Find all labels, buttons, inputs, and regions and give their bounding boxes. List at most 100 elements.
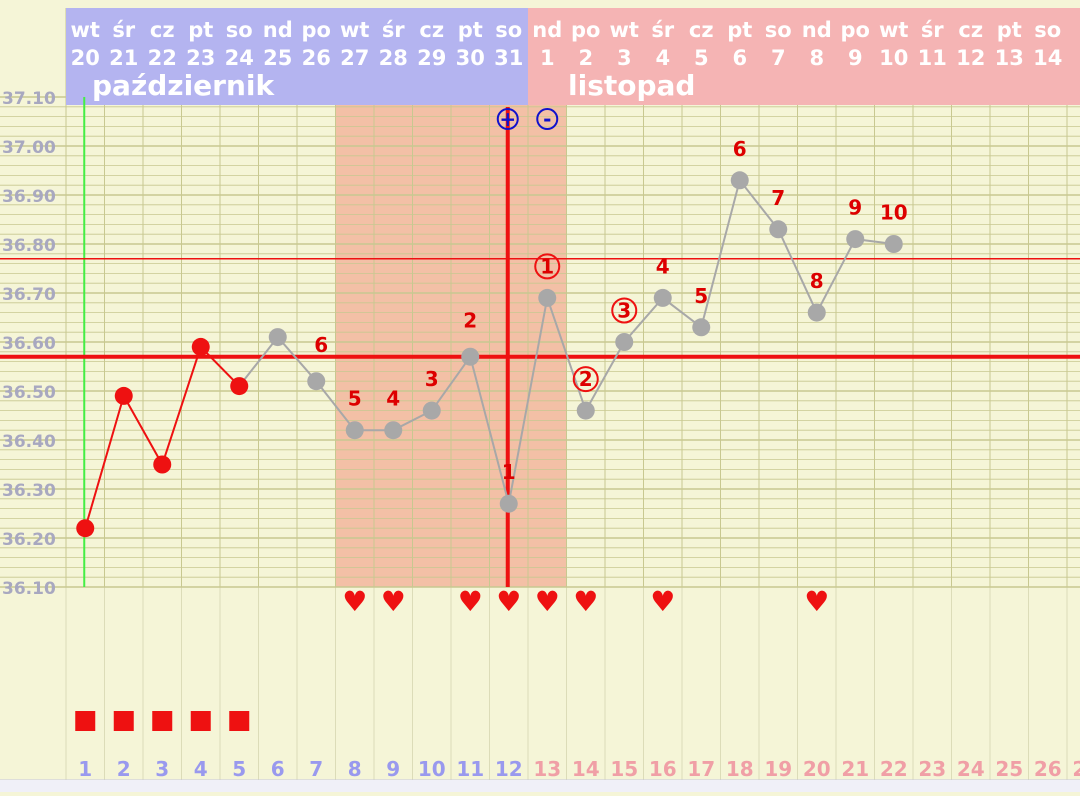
pregnancy-test-symbol: +	[499, 107, 516, 131]
header-date: 13	[995, 46, 1024, 70]
cycle-day-number: 20	[803, 757, 831, 781]
cycle-day-number: 12	[495, 757, 523, 781]
temp-point-gray	[807, 303, 826, 322]
header-weekday: cz	[689, 18, 714, 42]
header-weekday: pt	[188, 18, 213, 42]
cycle-day-number: 1	[78, 757, 92, 781]
intercourse-heart-icon: ♥	[496, 585, 521, 618]
pregnancy-test-circle	[536, 108, 559, 130]
header-weekday: pt	[727, 18, 752, 42]
temp-point-gray	[345, 421, 364, 440]
header-weekday: śr	[112, 18, 135, 42]
header-date: 10	[879, 46, 908, 70]
intercourse-heart-icon: ♥	[535, 585, 560, 618]
header-weekday: pt	[458, 18, 483, 42]
point-label: 9	[848, 196, 862, 220]
header-weekday: śr	[651, 18, 674, 42]
cycle-day-number: 2	[117, 757, 131, 781]
cycle-day-number: 5	[232, 757, 246, 781]
temp-point-gray	[576, 401, 595, 420]
cycle-day-number: 17	[687, 757, 715, 781]
pregnancy-test-circle	[496, 108, 519, 130]
point-label: 1	[502, 460, 516, 484]
cycle-day-number: 24	[957, 757, 985, 781]
temp-point-gray	[422, 401, 441, 420]
header-date: 8	[809, 46, 824, 70]
month-label-november: listopad	[568, 69, 695, 102]
y-tick-label: 36.70	[2, 285, 56, 305]
circled-point-label: 1	[540, 254, 554, 278]
cycle-day-number: 4	[194, 757, 208, 781]
header-date: 29	[417, 46, 446, 70]
header-date: 1	[540, 46, 555, 70]
cycle-day-number: 10	[418, 757, 446, 781]
circled-label-ring	[534, 253, 561, 280]
header-weekday: wt	[340, 18, 369, 42]
point-label: 4	[656, 254, 670, 278]
header-date: 26	[302, 46, 331, 70]
y-tick-label: 36.90	[2, 187, 56, 207]
temp-point-gray	[653, 288, 672, 307]
temp-point-gray	[730, 171, 749, 190]
y-tick-label: 37.00	[2, 138, 56, 158]
cycle-day-number: 25	[995, 757, 1023, 781]
header-date: 11	[918, 46, 947, 70]
y-tick-label: 36.20	[2, 530, 56, 550]
header-weekday: nd	[802, 18, 832, 42]
header-date: 27	[340, 46, 369, 70]
temp-point-gray	[499, 494, 518, 513]
intercourse-heart-icon: ♥	[650, 585, 675, 618]
header-date: 3	[617, 46, 632, 70]
header-weekday: wt	[610, 18, 639, 42]
temp-point-gray	[538, 288, 557, 307]
temp-point-gray	[884, 235, 903, 253]
intercourse-heart-icon: ♥	[458, 585, 483, 618]
header-weekday: so	[495, 18, 522, 42]
temp-point-gray	[769, 220, 788, 239]
cycle-day-number: 18	[726, 757, 754, 781]
temp-point-gray	[268, 328, 287, 347]
header-weekday: so	[765, 18, 792, 42]
header-date: 4	[655, 46, 670, 70]
pregnancy-test-symbol: -	[543, 107, 551, 131]
point-label: 2	[463, 308, 477, 332]
header-date: 24	[225, 46, 254, 70]
cycle-day-number: 3	[155, 757, 169, 781]
cycle-day-number: 7	[309, 757, 323, 781]
cycle-day-number: 23	[918, 757, 946, 781]
menstruation-square	[190, 711, 211, 731]
circled-point-label: 2	[579, 367, 593, 391]
header-weekday: so	[1034, 18, 1061, 42]
header-date: 23	[186, 46, 215, 70]
header-weekday: po	[841, 18, 870, 42]
header-weekday: po	[571, 18, 600, 42]
point-label: 4	[386, 387, 400, 411]
temp-point-gray	[846, 230, 865, 249]
cycle-day-number: 15	[610, 757, 638, 781]
intercourse-heart-icon: ♥	[342, 585, 367, 618]
point-label: 6	[733, 137, 747, 161]
footer-strip	[0, 780, 1080, 792]
temp-point-gray	[384, 421, 403, 440]
header-weekday: nd	[263, 18, 293, 42]
header-weekday: wt	[879, 18, 908, 42]
intercourse-heart-icon: ♥	[804, 585, 829, 618]
temp-point-red	[153, 455, 172, 474]
header-weekday: wt	[71, 18, 100, 42]
header-date: 20	[71, 46, 100, 70]
header-date: 9	[848, 46, 863, 70]
header-bg-november	[528, 8, 1080, 105]
intercourse-heart-icon: ♥	[573, 585, 598, 618]
header-bg-october	[66, 8, 528, 105]
header-weekday: so	[226, 18, 253, 42]
menstruation-square	[229, 711, 250, 731]
header-weekday: śr	[921, 18, 944, 42]
cycle-day-number: 9	[386, 757, 400, 781]
cycle-day-number: 13	[533, 757, 561, 781]
header-weekday: po	[302, 18, 331, 42]
header-weekday: cz	[958, 18, 983, 42]
header-date: 5	[694, 46, 709, 70]
cycle-day-number: 6	[271, 757, 285, 781]
